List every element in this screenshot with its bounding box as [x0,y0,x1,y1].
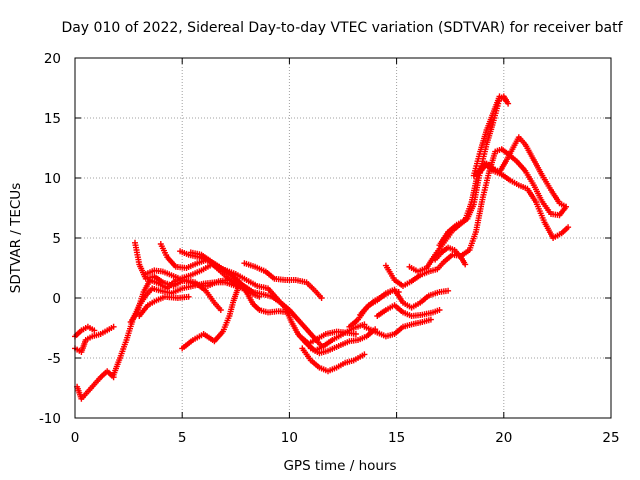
series-trace-26 [470,93,509,179]
series-trace-11 [187,249,289,311]
y-tick-label: 5 [52,231,61,247]
series-trace-4 [110,279,239,378]
series-trace-12 [179,285,241,352]
axis-ticks [74,57,612,419]
y-tick-label: 10 [44,171,61,187]
plus-marker-trace [74,368,117,402]
series-trace-10 [177,248,263,300]
x-tick-label: 5 [178,430,187,446]
x-tick-label: 25 [602,430,619,446]
series-trace-13 [241,260,325,301]
series-trace-22 [382,146,569,289]
series-trace-15 [307,326,379,357]
y-tick-label: -5 [48,351,61,367]
plus-marker-trace [346,287,402,330]
data-series [72,93,572,402]
y-tick-label: 20 [44,51,61,67]
chart-title: Day 010 of 2022, Sidereal Day-to-day VTE… [61,20,623,36]
series-trace-23 [406,93,512,275]
plus-marker-trace [282,304,368,354]
series-trace-19 [357,286,452,318]
y-axis-label: SDTVAR / TECUs [8,183,24,293]
series-trace-14 [282,304,368,354]
plus-marker-trace [110,279,239,378]
plus-marker-trace [177,248,263,300]
series-trace-16 [299,345,368,375]
x-tick-label: 15 [388,430,405,446]
y-tick-label: 15 [44,111,61,127]
plus-marker-trace [361,316,434,340]
y-tick-labels: -10 -5 0 5 10 15 20 [39,51,61,427]
series-trace-21 [374,302,443,319]
series-trace-18 [346,287,402,330]
series-trace-3 [74,368,117,402]
series-trace-6 [132,239,224,313]
series-trace-20 [361,316,434,340]
x-tick-label: 10 [281,430,298,446]
x-tick-label: 20 [495,430,512,446]
plus-marker-trace [406,93,512,275]
x-tick-label: 0 [71,430,80,446]
plus-marker-trace [299,345,368,375]
series-trace-27 [477,134,569,210]
y-tick-label: 0 [52,291,61,307]
grid-lines [75,58,611,418]
x-tick-labels: 0 5 10 15 20 25 [71,430,620,446]
series-trace-17 [297,328,359,347]
y-tick-label: -10 [39,411,61,427]
series-trace-7 [136,293,192,319]
x-axis-label: GPS time / hours [283,458,396,474]
series-trace-24 [432,244,469,268]
